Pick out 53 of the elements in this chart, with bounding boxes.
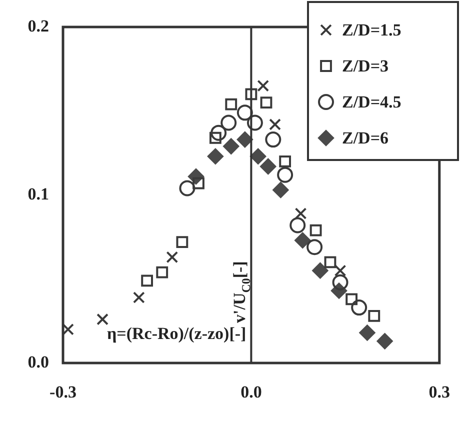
point bbox=[351, 300, 368, 316]
point bbox=[324, 256, 336, 268]
point bbox=[368, 310, 380, 322]
point bbox=[179, 180, 196, 196]
point bbox=[265, 132, 282, 148]
point bbox=[277, 166, 294, 183]
point bbox=[294, 208, 307, 220]
point bbox=[176, 236, 188, 248]
point bbox=[223, 138, 240, 154]
point bbox=[257, 80, 270, 92]
point bbox=[236, 132, 253, 148]
y-tick-label: 0.2 bbox=[28, 16, 49, 36]
point bbox=[207, 148, 224, 164]
point bbox=[220, 114, 237, 131]
point bbox=[312, 262, 328, 279]
point bbox=[236, 104, 253, 121]
point bbox=[334, 264, 346, 277]
point bbox=[166, 251, 178, 264]
point bbox=[210, 124, 227, 141]
point bbox=[260, 158, 276, 174]
point bbox=[332, 274, 348, 290]
point bbox=[376, 333, 393, 350]
point bbox=[294, 232, 311, 248]
y-tick-label: 0.0 bbox=[28, 352, 49, 372]
point bbox=[250, 148, 266, 164]
legend-label: Z/D=4.5 bbox=[342, 92, 402, 112]
point bbox=[245, 88, 258, 100]
point bbox=[192, 177, 204, 190]
point bbox=[156, 266, 168, 278]
point bbox=[63, 323, 74, 336]
point bbox=[141, 274, 154, 287]
y-tick-label: 0.1 bbox=[28, 184, 49, 204]
x-tick-label: 0.0 bbox=[240, 382, 262, 402]
legend-label: Z/D=6 bbox=[342, 128, 389, 148]
point bbox=[246, 114, 263, 131]
point bbox=[269, 118, 281, 130]
point bbox=[225, 98, 238, 110]
point bbox=[96, 313, 108, 326]
point bbox=[306, 239, 323, 256]
point bbox=[359, 324, 376, 341]
point bbox=[279, 155, 292, 168]
point bbox=[290, 217, 306, 234]
legend-label: Z/D=1.5 bbox=[342, 20, 402, 40]
y-axis-title: v'/UC0[-] bbox=[230, 261, 254, 323]
point bbox=[260, 96, 272, 109]
point bbox=[346, 293, 358, 306]
point bbox=[272, 182, 289, 198]
legend-label: Z/D=3 bbox=[342, 56, 389, 76]
x-tick-label: -0.3 bbox=[50, 382, 76, 402]
x-tick-label: 0.3 bbox=[428, 382, 450, 402]
x-axis-title: η=(Rc-Ro)/(z-zo)[-] bbox=[107, 324, 246, 343]
point bbox=[132, 292, 145, 304]
point bbox=[310, 224, 322, 236]
